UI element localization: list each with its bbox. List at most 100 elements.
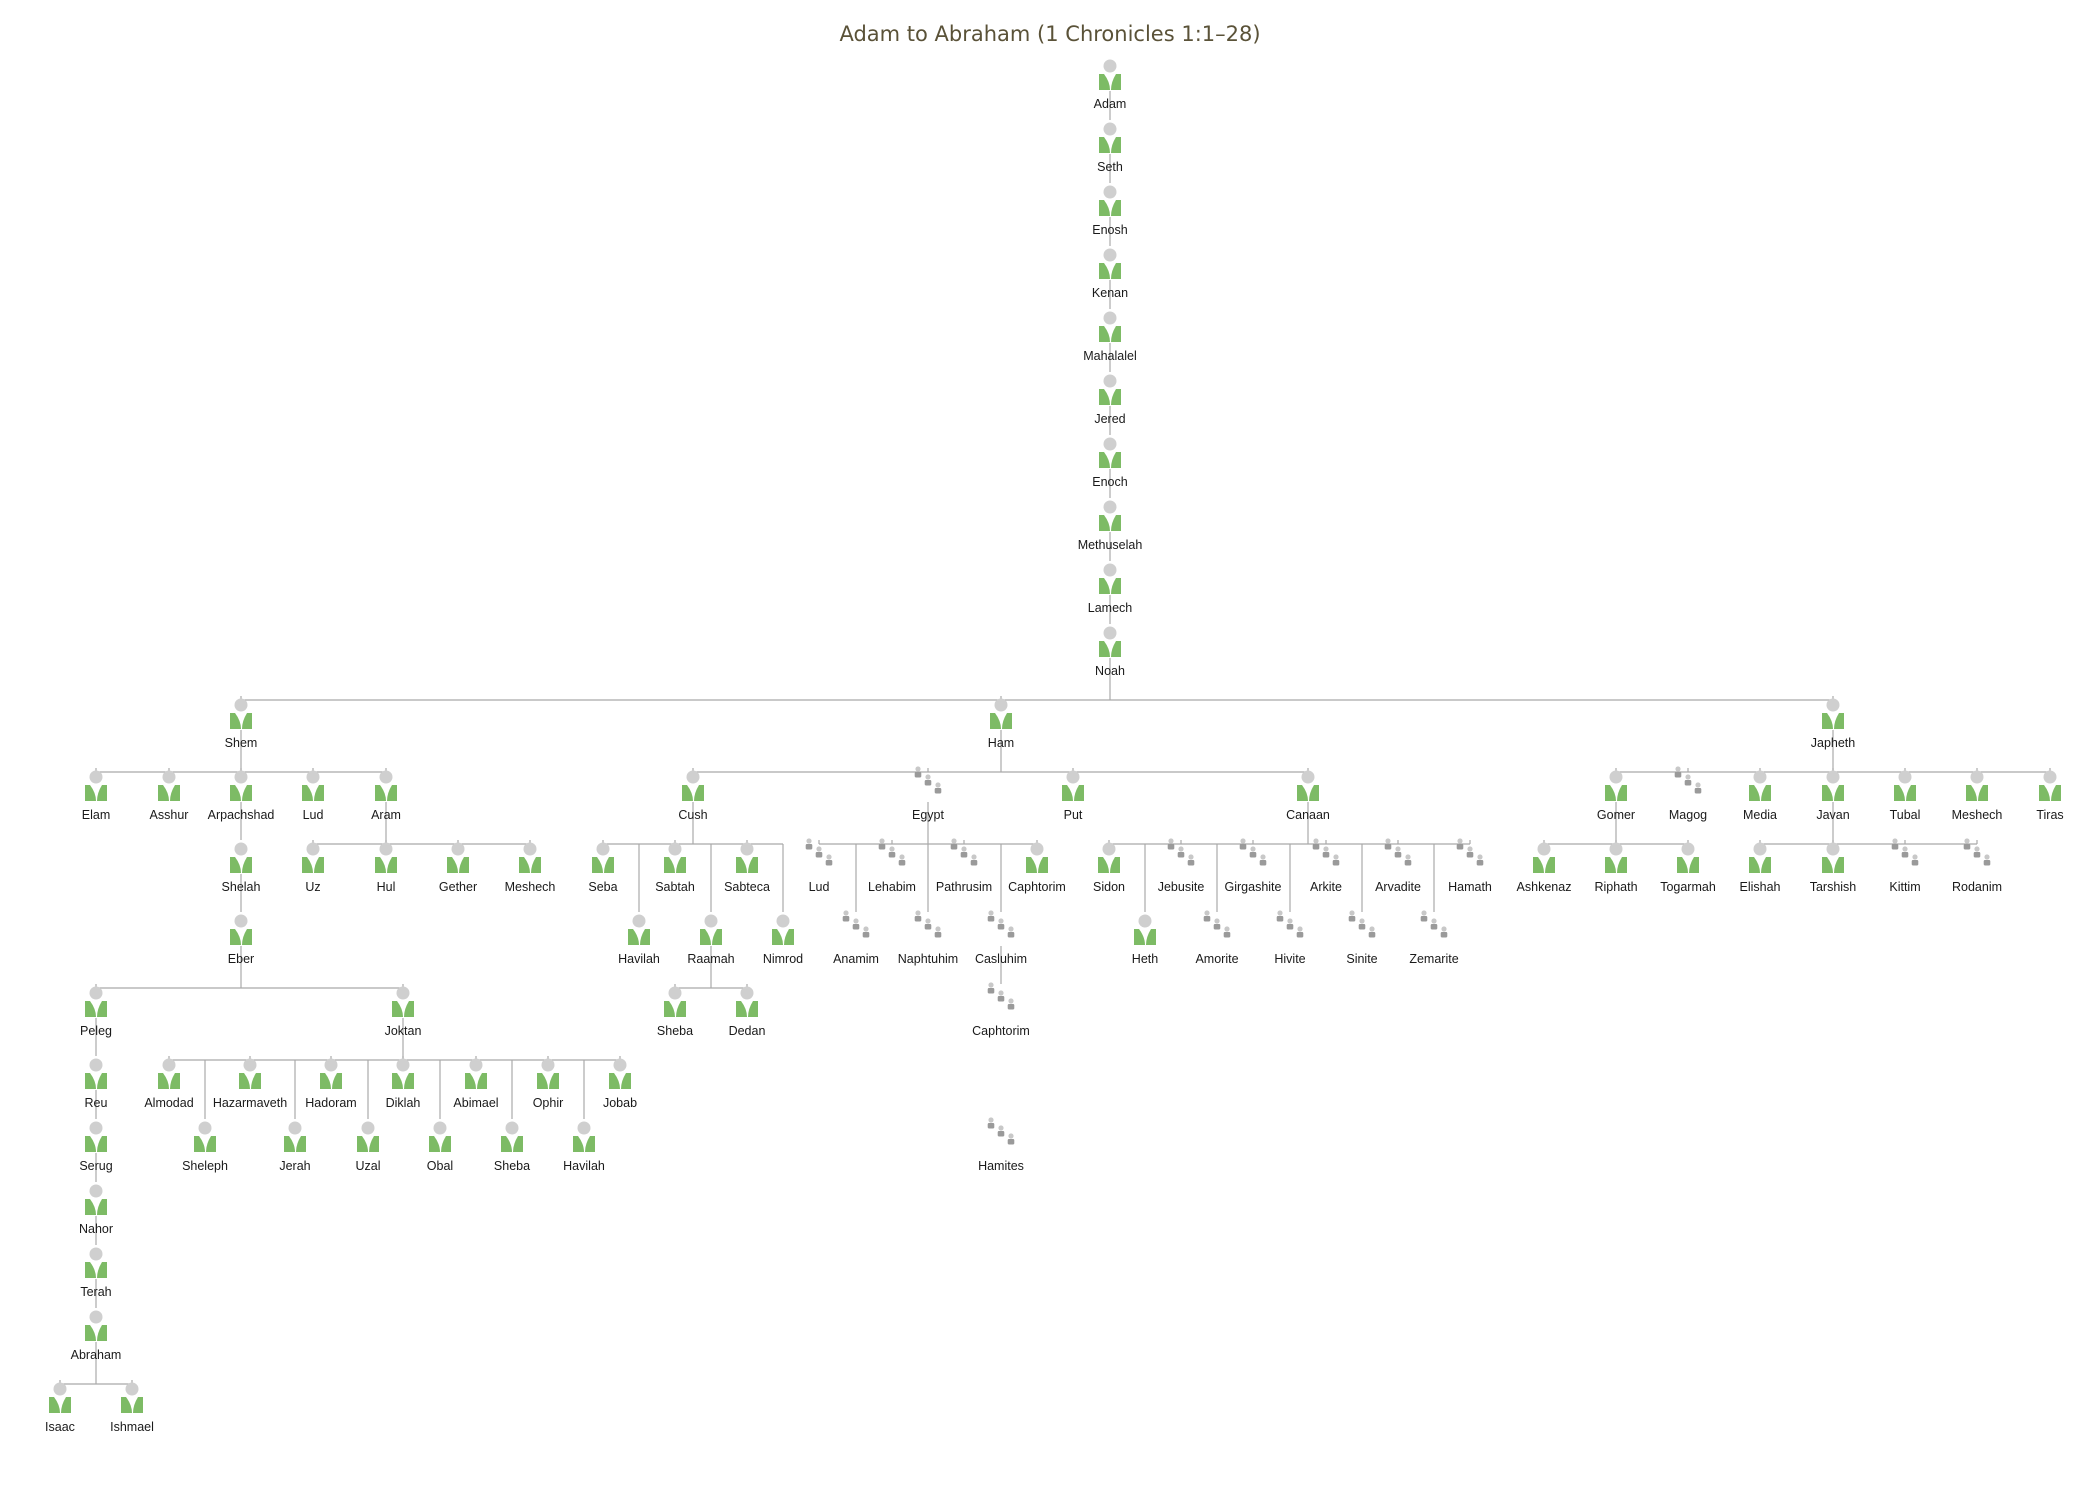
node-label: Tiras bbox=[2036, 808, 2063, 822]
node-label: Javan bbox=[1816, 808, 1849, 822]
node-jobab: Jobab bbox=[603, 1058, 637, 1110]
person-body-right bbox=[332, 1073, 342, 1089]
person-body-left bbox=[320, 1073, 331, 1089]
person-head bbox=[686, 770, 700, 784]
people-group-icon bbox=[1203, 910, 1231, 938]
node-label: Hamath bbox=[1448, 880, 1492, 894]
group-member-body bbox=[1276, 916, 1284, 922]
node-gether: Gether bbox=[439, 842, 477, 894]
people-group-icon bbox=[1674, 766, 1702, 794]
person-head bbox=[306, 770, 320, 784]
group-member-head bbox=[951, 838, 957, 844]
person-head bbox=[451, 842, 465, 856]
person-body-left bbox=[592, 857, 603, 873]
node-label: Dedan bbox=[729, 1024, 766, 1038]
node-havilah2: Havilah bbox=[618, 914, 660, 966]
node-label: Adam bbox=[1094, 97, 1127, 111]
person-body-right bbox=[640, 929, 650, 945]
person-body-right bbox=[170, 1073, 180, 1089]
group-member-body bbox=[934, 788, 942, 794]
node-eber: Eber bbox=[228, 914, 254, 966]
person-body-right bbox=[1689, 857, 1699, 873]
person-body-left bbox=[375, 785, 386, 801]
person-icon bbox=[736, 986, 758, 1017]
node-label: Serug bbox=[79, 1159, 112, 1173]
group-member-head bbox=[889, 846, 895, 852]
node-label: Arkite bbox=[1310, 880, 1342, 894]
group-member-body bbox=[1674, 772, 1682, 778]
node-label: Pathrusim bbox=[936, 880, 992, 894]
group-member-head bbox=[961, 846, 967, 852]
person-body-left bbox=[1297, 785, 1308, 801]
node-serug: Serug bbox=[79, 1121, 113, 1173]
node-label: Meshech bbox=[505, 880, 556, 894]
group-member-body bbox=[805, 844, 813, 850]
person-head bbox=[2043, 770, 2057, 784]
person-icon bbox=[230, 842, 252, 873]
group-member-body bbox=[1694, 788, 1702, 794]
node-label: Enoch bbox=[1092, 475, 1127, 489]
person-body-left bbox=[1605, 785, 1616, 801]
person-icon bbox=[230, 770, 252, 801]
node-label: Eber bbox=[228, 952, 254, 966]
person-body-left bbox=[1822, 857, 1833, 873]
person-icon bbox=[239, 1058, 261, 1089]
person-icon bbox=[1822, 842, 1844, 873]
node-arpachshad: Arpachshad bbox=[208, 770, 274, 822]
node-noah: Noah bbox=[1095, 626, 1125, 678]
group-member-head bbox=[1333, 854, 1339, 860]
person-body-right bbox=[1111, 515, 1121, 531]
node-zemarite: Zemarite bbox=[1409, 910, 1459, 966]
node-label: Lud bbox=[303, 808, 324, 822]
person-icon bbox=[49, 1382, 71, 1413]
group-member-head bbox=[998, 918, 1004, 924]
group-member-body bbox=[1167, 844, 1175, 850]
person-body-left bbox=[1677, 857, 1688, 873]
node-label: Sheleph bbox=[182, 1159, 228, 1173]
person-body-right bbox=[1309, 785, 1319, 801]
node-label: Lehabim bbox=[868, 880, 916, 894]
node-label: Jerah bbox=[279, 1159, 310, 1173]
group-member-body bbox=[1177, 852, 1185, 858]
node-label: Riphath bbox=[1594, 880, 1637, 894]
person-icon bbox=[609, 1058, 631, 1089]
group-member-head bbox=[1431, 918, 1437, 924]
person-body-right bbox=[1111, 326, 1121, 342]
node-label: Media bbox=[1743, 808, 1777, 822]
person-body-right bbox=[296, 1136, 306, 1152]
node-lud2: Lud bbox=[805, 838, 833, 894]
node-nimrod: Nimrod bbox=[763, 914, 803, 966]
person-head bbox=[1102, 842, 1116, 856]
group-member-body bbox=[878, 844, 886, 850]
person-body-right bbox=[97, 1199, 107, 1215]
person-body-right bbox=[242, 785, 252, 801]
person-icon bbox=[284, 1121, 306, 1152]
node-label: Egypt bbox=[912, 808, 944, 822]
group-member-body bbox=[852, 924, 860, 930]
person-head bbox=[541, 1058, 555, 1072]
person-head bbox=[89, 770, 103, 784]
group-member-body bbox=[1440, 932, 1448, 938]
node-label: Raamah bbox=[687, 952, 734, 966]
person-body-right bbox=[1038, 857, 1048, 873]
group-member-head bbox=[1359, 918, 1365, 924]
group-member-head bbox=[843, 910, 849, 916]
person-icon bbox=[1297, 770, 1319, 801]
node-lehabim: Lehabim bbox=[868, 838, 916, 894]
chart-title: Adam to Abraham (1 Chronicles 1:1–28) bbox=[839, 22, 1261, 46]
node-label: Kittim bbox=[1889, 880, 1920, 894]
node-label: Canaan bbox=[1286, 808, 1330, 822]
node-obal: Obal bbox=[427, 1121, 453, 1173]
person-head bbox=[396, 1058, 410, 1072]
node-label: Asshur bbox=[150, 808, 189, 822]
person-body-right bbox=[1111, 137, 1121, 153]
group-member-head bbox=[806, 838, 812, 844]
group-member-body bbox=[1684, 780, 1692, 786]
node-label: Reu bbox=[85, 1096, 108, 1110]
person-head bbox=[234, 914, 248, 928]
person-head bbox=[1103, 563, 1117, 577]
person-body-left bbox=[1099, 74, 1110, 90]
node-hivite: Hivite bbox=[1274, 910, 1306, 966]
group-member-body bbox=[987, 988, 995, 994]
node-asshur: Asshur bbox=[150, 770, 189, 822]
